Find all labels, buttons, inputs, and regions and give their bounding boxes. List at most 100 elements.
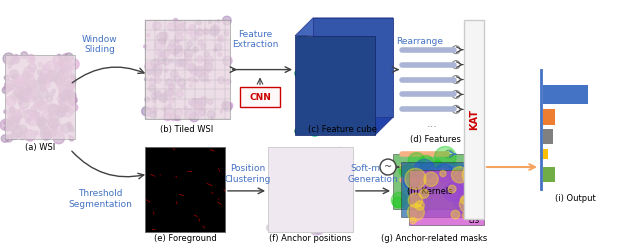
Circle shape xyxy=(223,101,225,103)
Circle shape xyxy=(153,111,156,114)
Circle shape xyxy=(59,93,64,98)
Circle shape xyxy=(325,150,328,153)
Circle shape xyxy=(167,44,177,54)
Circle shape xyxy=(61,57,63,60)
Circle shape xyxy=(287,183,291,187)
Circle shape xyxy=(355,88,358,92)
Circle shape xyxy=(326,183,329,185)
Circle shape xyxy=(15,55,18,58)
Circle shape xyxy=(13,87,20,93)
Circle shape xyxy=(300,190,308,198)
Circle shape xyxy=(356,61,358,64)
Circle shape xyxy=(273,191,280,198)
Circle shape xyxy=(65,91,71,97)
Circle shape xyxy=(41,69,52,80)
Circle shape xyxy=(47,71,57,81)
Circle shape xyxy=(273,206,278,211)
Circle shape xyxy=(195,30,200,35)
Circle shape xyxy=(22,89,31,99)
Circle shape xyxy=(326,147,331,152)
Circle shape xyxy=(328,159,333,163)
Circle shape xyxy=(325,94,328,96)
Circle shape xyxy=(4,110,8,113)
Text: CNN: CNN xyxy=(249,93,271,102)
Circle shape xyxy=(348,107,352,111)
Circle shape xyxy=(175,46,182,53)
Circle shape xyxy=(12,74,18,80)
Circle shape xyxy=(169,84,173,89)
Text: (g) Anchor-related masks: (g) Anchor-related masks xyxy=(381,234,487,243)
Circle shape xyxy=(405,168,426,189)
Circle shape xyxy=(47,104,57,113)
Circle shape xyxy=(157,32,167,42)
Circle shape xyxy=(57,81,65,89)
Bar xyxy=(145,20,230,119)
Text: Threshold
Segmentation: Threshold Segmentation xyxy=(68,189,132,209)
Circle shape xyxy=(314,90,320,96)
Circle shape xyxy=(205,66,208,69)
Circle shape xyxy=(145,78,147,81)
Circle shape xyxy=(195,79,198,81)
Circle shape xyxy=(326,65,335,74)
Circle shape xyxy=(334,212,342,220)
Circle shape xyxy=(348,102,353,107)
Circle shape xyxy=(295,129,300,134)
Circle shape xyxy=(350,159,351,160)
Circle shape xyxy=(448,185,456,193)
Circle shape xyxy=(344,98,349,104)
Circle shape xyxy=(274,207,279,212)
Circle shape xyxy=(326,172,331,177)
Circle shape xyxy=(4,80,15,90)
Circle shape xyxy=(309,87,313,91)
Circle shape xyxy=(157,56,166,64)
Circle shape xyxy=(315,226,323,234)
Circle shape xyxy=(342,95,351,105)
Bar xyxy=(295,36,375,135)
Circle shape xyxy=(323,99,333,109)
Circle shape xyxy=(6,121,9,123)
Circle shape xyxy=(314,36,324,45)
Circle shape xyxy=(291,156,297,162)
Circle shape xyxy=(280,188,286,195)
Circle shape xyxy=(269,221,278,229)
Circle shape xyxy=(274,176,276,178)
Circle shape xyxy=(183,22,186,25)
Circle shape xyxy=(174,76,181,82)
Circle shape xyxy=(65,68,72,75)
Circle shape xyxy=(413,195,431,213)
Circle shape xyxy=(307,209,312,215)
Circle shape xyxy=(204,60,210,65)
Text: Feature
Extraction: Feature Extraction xyxy=(232,30,278,50)
Circle shape xyxy=(49,111,59,122)
Circle shape xyxy=(364,73,368,77)
Circle shape xyxy=(148,85,156,92)
Circle shape xyxy=(11,132,18,140)
Circle shape xyxy=(332,78,336,82)
Circle shape xyxy=(59,101,61,103)
Circle shape xyxy=(366,32,374,41)
Circle shape xyxy=(215,44,221,51)
Bar xyxy=(240,88,280,107)
Circle shape xyxy=(332,214,335,217)
Circle shape xyxy=(332,175,335,178)
Circle shape xyxy=(311,227,320,235)
Text: Window
Sliding: Window Sliding xyxy=(82,35,118,54)
Circle shape xyxy=(329,221,330,222)
Bar xyxy=(409,170,484,225)
Circle shape xyxy=(40,72,46,78)
Circle shape xyxy=(324,103,328,107)
Circle shape xyxy=(8,111,15,118)
Circle shape xyxy=(150,111,157,118)
Circle shape xyxy=(5,135,13,142)
Circle shape xyxy=(353,123,362,132)
Circle shape xyxy=(399,165,411,177)
Circle shape xyxy=(195,101,204,110)
Circle shape xyxy=(26,80,36,91)
Circle shape xyxy=(408,193,422,207)
Circle shape xyxy=(173,18,178,22)
Circle shape xyxy=(362,63,367,68)
Circle shape xyxy=(20,97,24,101)
Circle shape xyxy=(14,87,26,99)
Circle shape xyxy=(73,63,76,66)
Circle shape xyxy=(197,20,201,25)
